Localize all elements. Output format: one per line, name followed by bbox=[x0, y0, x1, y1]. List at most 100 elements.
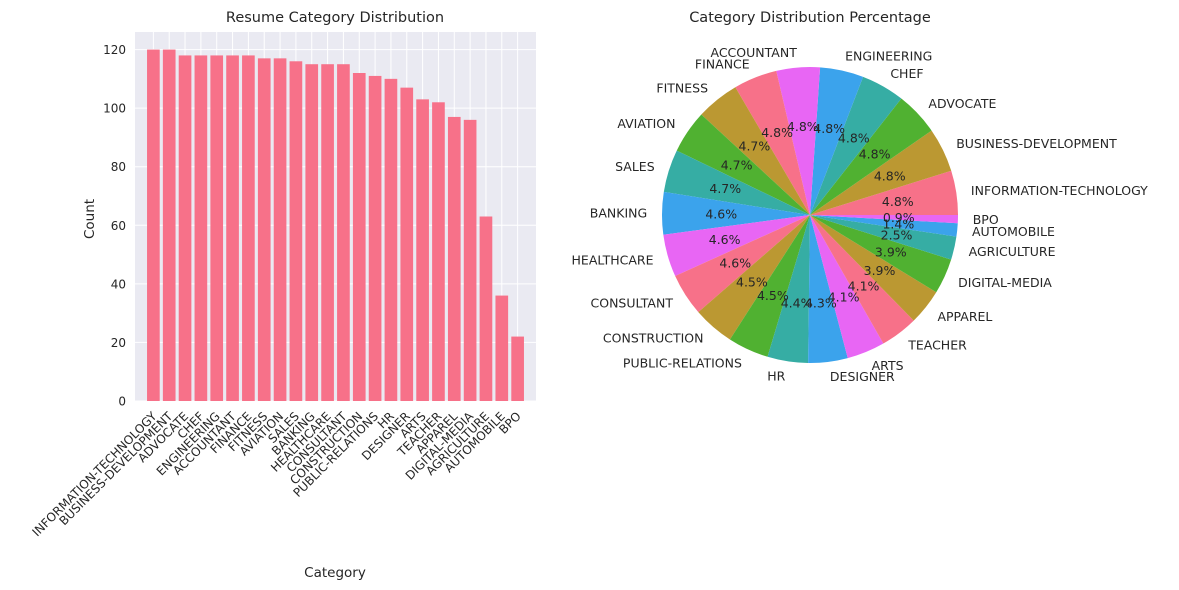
pie-percent-label: 4.5% bbox=[736, 275, 768, 290]
y-tick-label: 120 bbox=[103, 43, 126, 57]
pie-category-label: SALES bbox=[615, 159, 655, 174]
pie-slice bbox=[698, 215, 810, 340]
pie-category-label: AGRICULTURE bbox=[969, 244, 1056, 259]
bar bbox=[479, 216, 493, 401]
pie-percent-label: 4.3% bbox=[805, 296, 837, 311]
bar bbox=[305, 64, 319, 401]
pie-percent-label: 4.7% bbox=[721, 157, 753, 172]
bar bbox=[194, 55, 208, 402]
bar bbox=[432, 102, 445, 402]
pie-category-label: DIGITAL-MEDIA bbox=[958, 275, 1052, 290]
pie-slice bbox=[810, 67, 864, 215]
pie-percent-label: 4.8% bbox=[882, 194, 914, 209]
bar bbox=[511, 336, 524, 401]
pie-category-label: CONSTRUCTION bbox=[603, 331, 704, 346]
y-axis-label: Count bbox=[82, 199, 98, 239]
pie-category-labels: INFORMATION-TECHNOLOGY BUSINESS-DEVELOPME… bbox=[572, 45, 1149, 384]
pie-category-label: AUTOMOBILE bbox=[972, 224, 1055, 239]
bar-series bbox=[147, 49, 524, 402]
pie-percent-label: 4.5% bbox=[757, 288, 789, 303]
pie-slice bbox=[701, 87, 810, 215]
pie-percent-label: 4.6% bbox=[705, 206, 737, 221]
bar bbox=[337, 64, 350, 401]
pie-slice bbox=[810, 76, 902, 216]
pie-category-label: HR bbox=[767, 368, 785, 383]
pie-slice bbox=[810, 215, 959, 224]
y-tick-labels: 0 20 40 60 80 100 120 bbox=[103, 43, 126, 408]
bar bbox=[210, 55, 224, 402]
pie-slice bbox=[663, 215, 810, 277]
pie-slice bbox=[810, 215, 937, 321]
pie-slice bbox=[675, 215, 810, 313]
pie-percent-label: 4.6% bbox=[719, 255, 751, 270]
pie-category-label: HEALTHCARE bbox=[572, 252, 654, 267]
pie-category-label: ARTS bbox=[872, 358, 904, 373]
bar bbox=[384, 78, 398, 401]
pie-percent-label: 4.8% bbox=[838, 130, 870, 145]
pie-chart-panel: Category Distribution Percentage 4.8%4.8… bbox=[572, 10, 1149, 384]
pie-slice bbox=[663, 150, 810, 215]
pie-percent-label: 4.1% bbox=[848, 278, 880, 293]
bar bbox=[352, 73, 366, 401]
bar-chart-title: Resume Category Distribution bbox=[226, 10, 444, 26]
bar-chart-panel: Resume Category Distribution 0 20 40 60 80 10… bbox=[30, 10, 536, 581]
pie-slice bbox=[810, 215, 958, 237]
bar bbox=[257, 58, 271, 401]
pie-slice bbox=[810, 130, 952, 215]
x-axis-label: Category bbox=[304, 565, 366, 581]
pie-category-label: CONSULTANT bbox=[591, 295, 674, 310]
pie-percent-label: 4.4% bbox=[781, 295, 813, 310]
pie-percent-label: 4.7% bbox=[739, 138, 771, 153]
pie-category-label: BANKING bbox=[590, 206, 647, 221]
bar bbox=[162, 49, 176, 401]
pie-slice bbox=[662, 191, 810, 235]
pie-percent-label: 4.8% bbox=[761, 125, 793, 140]
x-tick-labels: INFORMATION-TECHNOLOGYBUSINESS-DEVELOPME… bbox=[30, 409, 524, 540]
pie-slice bbox=[767, 215, 810, 363]
pie-category-label: BUSINESS-DEVELOPMENT bbox=[956, 136, 1117, 151]
pie-slice bbox=[735, 70, 810, 215]
pie-chart-title: Category Distribution Percentage bbox=[689, 10, 931, 26]
pie-slice bbox=[810, 215, 952, 293]
y-tick-label: 60 bbox=[111, 219, 126, 233]
pie-slice bbox=[676, 114, 810, 215]
pie-category-label: FINANCE bbox=[695, 56, 750, 71]
pie-percent-label: 2.5% bbox=[881, 227, 913, 242]
pie-percent-label: 4.8% bbox=[874, 168, 906, 183]
pie-slice bbox=[810, 170, 958, 215]
y-tick-label: 40 bbox=[111, 277, 126, 291]
bar bbox=[400, 87, 414, 402]
bar bbox=[178, 55, 192, 402]
pie-percent-label: 1.4% bbox=[882, 216, 914, 231]
bar bbox=[242, 55, 255, 402]
pie-slice bbox=[810, 98, 932, 215]
pie-category-label: ACCOUNTANT bbox=[711, 45, 798, 60]
pie-slice bbox=[808, 215, 848, 363]
bar bbox=[495, 295, 509, 401]
bar bbox=[147, 49, 160, 401]
pie-category-label: ADVOCATE bbox=[928, 96, 996, 111]
pie-slice bbox=[776, 67, 821, 216]
bar bbox=[447, 116, 461, 401]
bar bbox=[289, 61, 303, 402]
pie-slices bbox=[662, 67, 959, 363]
pie-category-label: TEACHER bbox=[907, 337, 967, 352]
pie-percent-label: 3.9% bbox=[864, 263, 896, 278]
y-tick-label: 0 bbox=[118, 395, 126, 409]
bar bbox=[368, 75, 382, 401]
pie-slice bbox=[810, 215, 884, 359]
y-tick-label: 80 bbox=[111, 160, 126, 174]
bar bbox=[416, 99, 429, 401]
pie-percent-label: 3.9% bbox=[875, 244, 907, 259]
pie-percent-label: 4.8% bbox=[813, 121, 845, 136]
pie-category-label: DESIGNER bbox=[830, 369, 895, 384]
pie-category-label: BPO bbox=[973, 212, 999, 227]
bar bbox=[273, 58, 287, 401]
pie-slice bbox=[810, 215, 957, 260]
pie-category-label: APPAREL bbox=[937, 309, 992, 324]
pie-category-label: PUBLIC-RELATIONS bbox=[623, 355, 742, 370]
pie-slice bbox=[729, 215, 810, 357]
pie-category-label: INFORMATION-TECHNOLOGY bbox=[971, 183, 1148, 198]
pie-slice bbox=[810, 215, 914, 344]
